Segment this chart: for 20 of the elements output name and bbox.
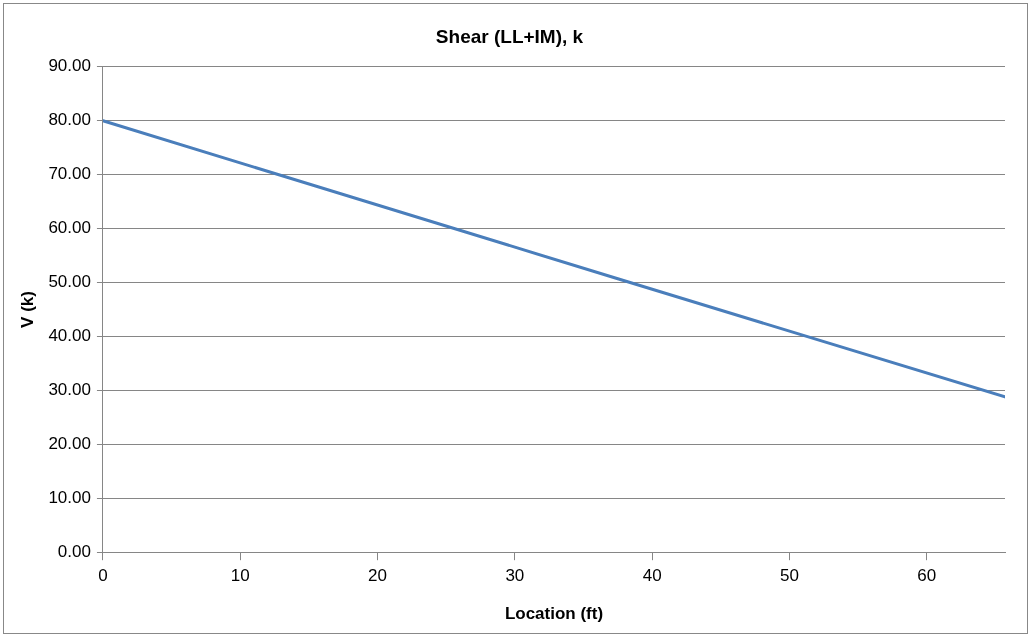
- y-tick-label: 50.00: [48, 272, 91, 292]
- x-tick-label: 60: [917, 566, 937, 586]
- y-tick-label: 20.00: [48, 434, 91, 454]
- x-axis-title: Location (ft): [504, 604, 604, 624]
- y-tick-label: 40.00: [48, 326, 91, 346]
- x-tick-label: 10: [230, 566, 250, 586]
- y-tick-label: 80.00: [48, 110, 91, 130]
- y-tick-label: 70.00: [48, 164, 91, 184]
- x-tick-label: 50: [779, 566, 799, 586]
- chart-title: Shear (LL+IM), k: [435, 25, 584, 47]
- x-tick-label: 40: [642, 566, 662, 586]
- y-tick-label: 10.00: [48, 487, 91, 507]
- x-tick-label: 30: [505, 566, 525, 586]
- y-tick-label: 60.00: [48, 218, 91, 238]
- y-axis-title: V (k): [17, 291, 37, 328]
- x-tick-label: 20: [368, 566, 387, 586]
- x-tick-label: 0: [98, 566, 108, 586]
- y-tick-label: 90.00: [48, 56, 91, 76]
- y-tick-label: 30.00: [48, 380, 91, 400]
- y-tick-label: 0.00: [57, 541, 91, 561]
